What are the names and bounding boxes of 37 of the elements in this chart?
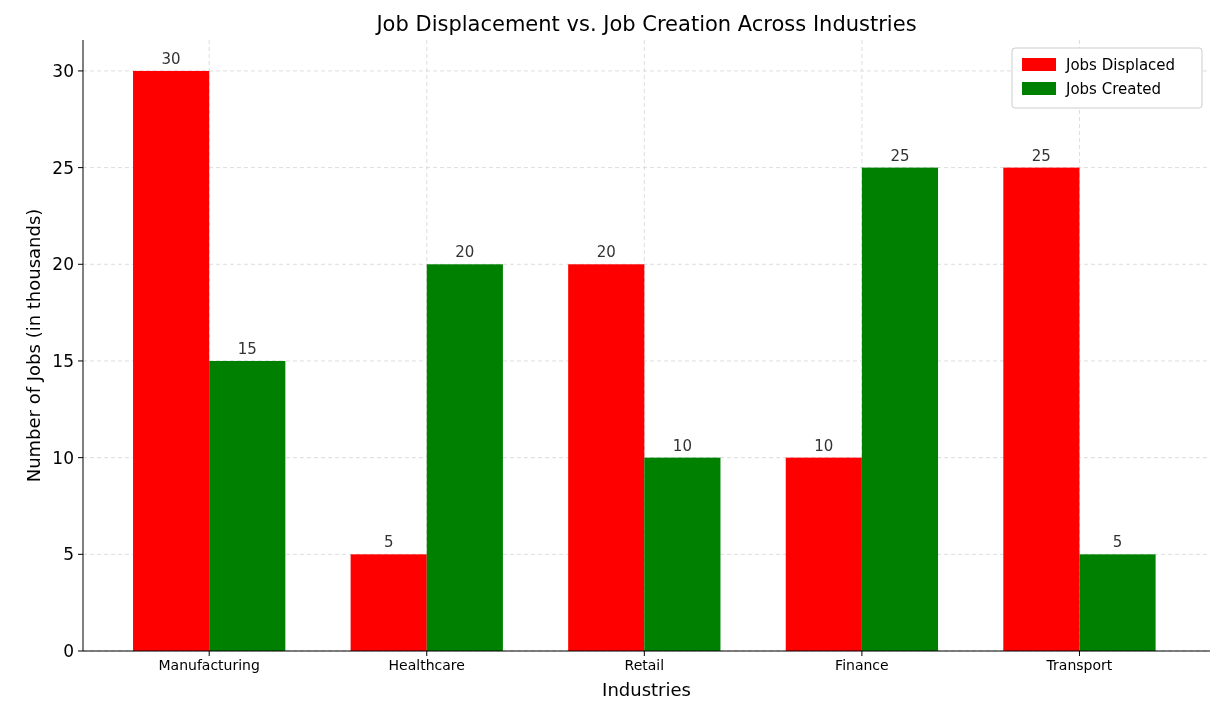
data-label: 5 — [383, 533, 394, 552]
chart-title: Job Displacement vs. Job Creation Across Industries — [374, 12, 917, 36]
bar — [568, 264, 645, 651]
data-label: 5 — [1112, 533, 1123, 552]
data-label: 15 — [237, 339, 257, 358]
bar — [1003, 167, 1080, 651]
y-tick-label: 25 — [52, 157, 74, 178]
bar — [350, 554, 427, 651]
y-axis-title: Number of Jobs (in thousands) — [23, 208, 44, 483]
legend-label: Jobs Displaced — [1065, 56, 1176, 75]
data-label: 25 — [890, 146, 910, 165]
bar — [133, 70, 210, 651]
x-tick-label: Finance — [835, 657, 889, 673]
data-label: 30 — [161, 49, 181, 68]
y-tick-label: 0 — [63, 640, 74, 661]
data-label: 25 — [1031, 146, 1051, 165]
y-tick-label: 20 — [52, 254, 74, 275]
bar — [644, 457, 721, 651]
y-tick-label: 5 — [63, 544, 74, 565]
x-tick-label: Manufacturing — [158, 657, 260, 673]
y-tick-label: 15 — [52, 350, 74, 371]
bar — [785, 457, 862, 651]
bar — [209, 360, 286, 651]
bar — [861, 167, 939, 651]
x-tick-label: Transport — [1045, 657, 1113, 673]
y-tick-label: 30 — [52, 60, 74, 81]
x-axis-title: Industries — [602, 679, 691, 700]
bar — [426, 264, 503, 651]
legend-label: Jobs Created — [1065, 80, 1162, 99]
data-label: 20 — [455, 243, 475, 262]
data-label: 10 — [672, 436, 692, 455]
y-tick-label: 10 — [52, 447, 74, 468]
data-label: 10 — [814, 436, 834, 455]
bar — [1079, 554, 1156, 651]
data-label: 20 — [596, 243, 616, 262]
x-tick-label: Healthcare — [388, 657, 465, 673]
x-tick-label: Retail — [624, 657, 665, 673]
